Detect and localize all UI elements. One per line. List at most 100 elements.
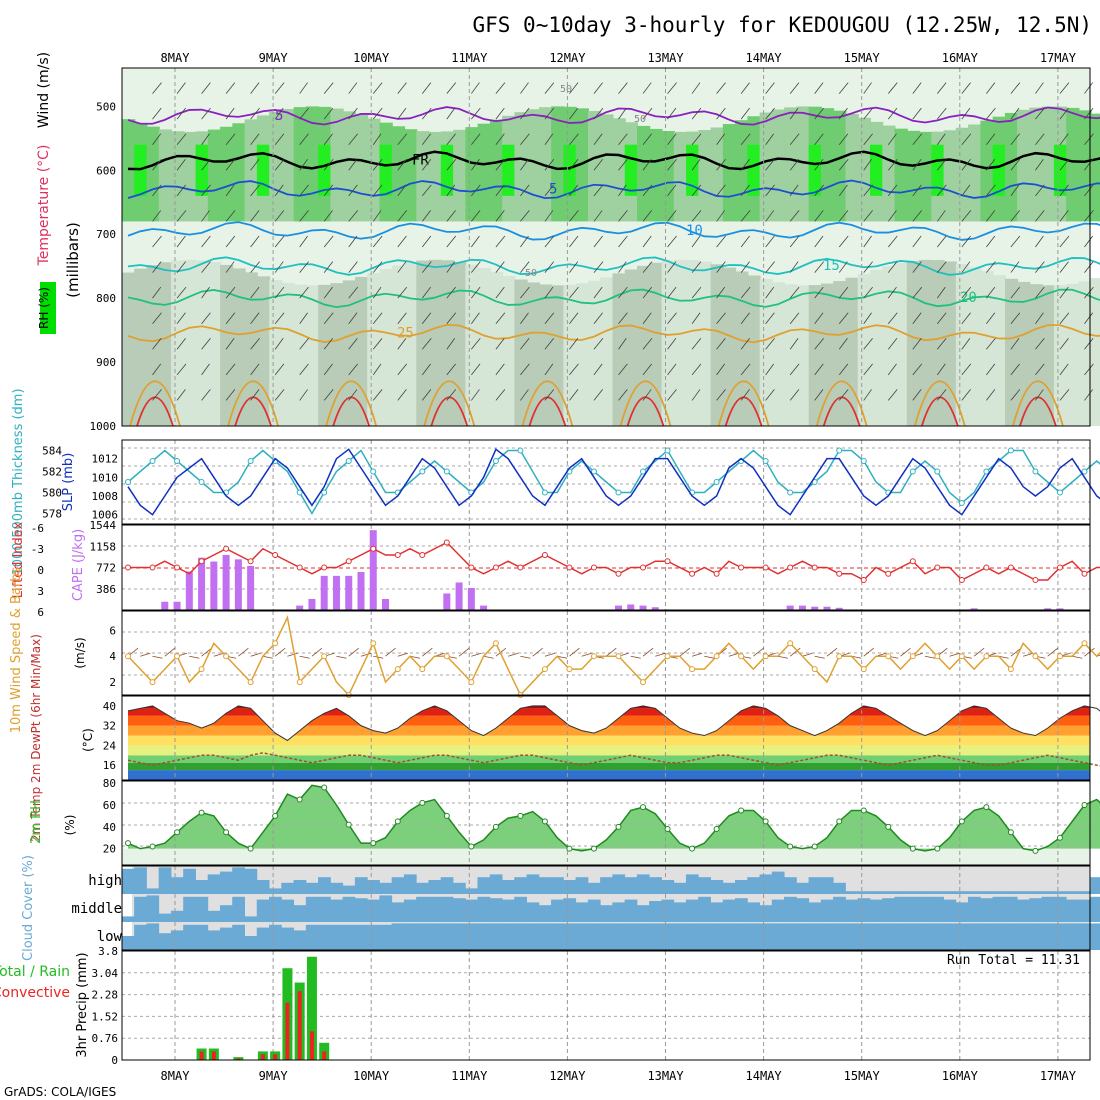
rh-cell	[477, 268, 491, 426]
cloud-bar	[281, 927, 295, 950]
rh2m-line-point	[296, 796, 303, 803]
wind-barb	[471, 82, 480, 94]
wind-barb	[679, 647, 691, 657]
wind-barb	[348, 389, 358, 401]
cloud-bar	[845, 891, 859, 894]
cloud-bar	[587, 899, 601, 922]
cloud-bar	[685, 899, 699, 922]
cloud-bar	[183, 896, 196, 922]
wind-barb	[789, 159, 800, 171]
wind-barb	[887, 184, 898, 197]
wind-speed-line-point	[370, 640, 377, 647]
lifted-index-line-point	[174, 564, 181, 571]
wind-barb	[789, 133, 800, 145]
wind-barb	[1035, 82, 1044, 94]
cloud-bar	[158, 913, 172, 922]
wind-barb	[1035, 184, 1045, 197]
cloud-bar	[305, 924, 319, 950]
cloud-bar	[219, 927, 233, 950]
wind-barb	[250, 159, 260, 171]
wind-barb	[299, 82, 308, 94]
wind-barb	[961, 363, 972, 376]
wind-speed-line-point	[762, 653, 769, 660]
wind-barb	[961, 184, 971, 197]
cloud-bar	[465, 888, 478, 894]
wind-barb	[495, 159, 506, 171]
lifted-index-line-point	[983, 564, 990, 571]
wind-barb	[716, 286, 726, 299]
wind-barb	[520, 286, 530, 299]
wind-barb	[838, 363, 849, 376]
wind-barb	[569, 184, 579, 197]
y-tick-label: 700	[96, 228, 116, 241]
slp-label: SLP (mb)	[61, 453, 76, 512]
rh2m-line-point	[983, 804, 990, 811]
wind-barb	[740, 261, 750, 273]
wind-barb	[1072, 655, 1083, 659]
wind-barb	[495, 389, 506, 401]
rh-cell	[158, 129, 173, 222]
wind-speed-line-point	[640, 679, 647, 686]
wind-barb	[446, 107, 456, 120]
wind-barb	[1059, 286, 1069, 299]
lifted-index-line-point	[689, 570, 696, 577]
wind-barb	[691, 159, 701, 171]
rh-cell	[134, 268, 148, 426]
wind-barb	[1059, 184, 1069, 197]
wind-barb	[176, 184, 186, 197]
wind-barb	[765, 107, 775, 120]
precip-convective-bar	[285, 1002, 290, 1060]
cloud-bar	[636, 923, 650, 950]
wind-barb	[716, 235, 726, 248]
wind-barb	[740, 235, 750, 248]
wind-barb	[740, 159, 750, 171]
wind-barb	[1035, 210, 1045, 222]
wind-barb	[642, 363, 652, 376]
thickness-line-point	[909, 468, 916, 475]
wind-barb	[323, 210, 333, 222]
wind-barb	[164, 647, 176, 657]
rh-cell	[710, 264, 724, 426]
wind-barb	[924, 655, 936, 659]
wind-barb	[397, 210, 408, 222]
wind-barb	[274, 235, 285, 248]
unit-label: (%)	[63, 815, 77, 836]
wind-barb	[937, 261, 947, 273]
wind-barb	[397, 286, 408, 299]
wind-barb	[1059, 363, 1069, 376]
lifted-index-line-point	[370, 545, 377, 552]
wind-barb	[937, 363, 946, 376]
cloud-bar	[1053, 891, 1067, 894]
wind-barb	[765, 159, 775, 171]
rh-cell	[1090, 278, 1100, 426]
cloud-bar	[269, 896, 282, 922]
wind-barb	[372, 261, 383, 273]
cloud-bar	[403, 923, 417, 950]
rh-cell	[183, 131, 197, 222]
wind-barb	[863, 210, 873, 222]
wind-barb	[299, 261, 309, 273]
wind-barb	[495, 107, 505, 120]
wind-barb	[176, 107, 186, 120]
cloud-bar	[416, 896, 429, 922]
wind-barb	[225, 210, 236, 222]
cape-bar	[198, 557, 206, 610]
wind-barb	[544, 312, 555, 324]
wind-barb	[201, 312, 211, 324]
cape-bar	[161, 601, 169, 610]
wind-barb	[569, 338, 579, 350]
cloud-bar	[943, 891, 957, 894]
wind-barb	[789, 286, 800, 299]
wind-barb	[274, 82, 285, 94]
cloud-bar	[673, 882, 687, 894]
cloud-bar	[759, 923, 773, 950]
lifted-index-line-point	[247, 558, 254, 565]
cloud-bar	[219, 905, 233, 922]
wind-barb	[569, 159, 579, 171]
cloud-bar	[931, 896, 944, 922]
wind-barb	[1084, 389, 1094, 401]
rh2m-line-point	[1081, 802, 1088, 808]
rh-cell	[857, 273, 872, 426]
wind-barb	[961, 82, 971, 94]
wind-barb	[593, 389, 603, 401]
